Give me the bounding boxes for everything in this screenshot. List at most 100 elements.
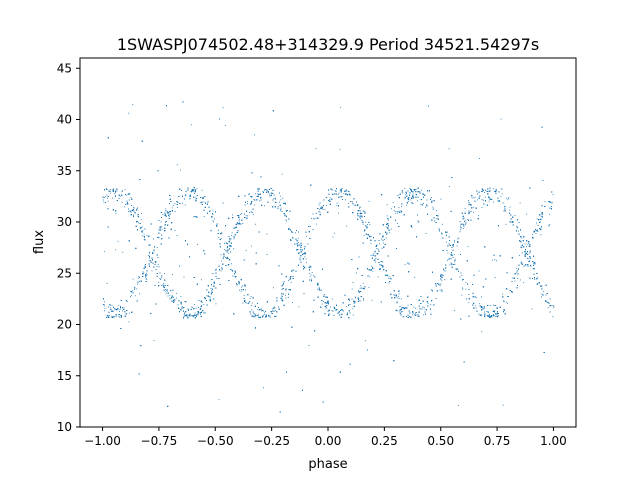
data-point <box>231 263 233 265</box>
data-point <box>516 268 518 269</box>
data-point <box>542 294 544 296</box>
data-point <box>364 340 366 342</box>
data-point <box>252 212 254 213</box>
data-point <box>519 202 521 204</box>
data-point <box>164 289 165 291</box>
data-point <box>190 315 192 317</box>
data-point <box>374 250 376 252</box>
data-point <box>231 235 233 236</box>
data-point <box>280 209 282 210</box>
data-point <box>145 278 147 280</box>
data-point <box>241 212 243 214</box>
data-point <box>464 224 466 225</box>
data-point <box>126 200 128 202</box>
data-point <box>107 200 109 202</box>
data-point <box>528 245 530 247</box>
data-point <box>183 315 185 317</box>
data-point <box>541 296 542 298</box>
data-point <box>516 230 517 231</box>
data-point <box>318 211 320 212</box>
data-point <box>527 265 529 267</box>
data-point <box>497 312 498 314</box>
data-point <box>463 279 464 280</box>
data-point <box>407 315 409 317</box>
data-point <box>415 196 417 198</box>
data-point <box>433 208 435 210</box>
data-point <box>398 207 400 209</box>
data-point <box>323 294 325 295</box>
data-point <box>468 293 470 295</box>
data-point <box>132 104 134 105</box>
data-point <box>359 213 361 215</box>
data-point <box>465 288 467 290</box>
data-point <box>161 285 162 287</box>
data-point <box>273 198 275 200</box>
data-point <box>110 190 111 192</box>
data-point <box>310 225 311 227</box>
data-point <box>359 207 360 209</box>
data-point <box>486 315 488 316</box>
data-point <box>451 210 452 212</box>
data-point <box>168 215 170 217</box>
data-point <box>288 279 289 281</box>
data-point <box>370 254 372 256</box>
data-point <box>377 276 379 278</box>
data-point <box>455 268 457 270</box>
data-point <box>213 283 215 285</box>
data-point <box>130 296 131 298</box>
data-point <box>156 247 158 248</box>
data-point <box>473 211 474 213</box>
data-point <box>263 387 264 389</box>
data-point <box>165 289 166 290</box>
data-point <box>414 313 416 315</box>
data-point <box>113 189 114 191</box>
data-point <box>214 218 215 220</box>
data-point <box>521 261 523 263</box>
data-point <box>467 219 469 221</box>
data-point <box>401 206 402 208</box>
data-point <box>287 296 289 298</box>
data-point <box>524 254 526 256</box>
data-point <box>308 273 310 274</box>
data-point <box>552 194 554 195</box>
data-point <box>484 196 486 198</box>
data-point <box>332 310 334 312</box>
data-point <box>242 285 244 287</box>
data-point <box>327 189 329 191</box>
data-point <box>174 230 176 231</box>
data-point <box>475 307 477 309</box>
data-point <box>146 278 148 280</box>
data-point <box>158 281 160 283</box>
data-point <box>218 399 220 401</box>
data-point <box>309 276 311 278</box>
data-point <box>549 213 550 215</box>
data-point <box>211 290 213 292</box>
data-point <box>292 232 294 234</box>
data-point <box>529 257 531 259</box>
data-point <box>433 304 435 306</box>
data-point <box>107 315 109 317</box>
data-point <box>143 233 145 235</box>
data-point <box>281 299 283 301</box>
data-point <box>196 188 198 190</box>
data-point <box>297 237 299 239</box>
data-point <box>155 262 156 264</box>
data-point <box>218 229 219 231</box>
data-point <box>250 203 251 205</box>
data-point <box>415 307 417 309</box>
data-point <box>521 247 523 249</box>
data-point <box>201 305 203 306</box>
data-point <box>311 218 312 219</box>
data-point <box>473 197 475 199</box>
data-point <box>195 197 197 199</box>
data-point <box>280 195 282 197</box>
data-point <box>239 282 240 284</box>
data-point <box>212 220 214 222</box>
data-point <box>464 208 466 210</box>
data-point <box>540 215 542 217</box>
data-point <box>127 203 129 205</box>
data-point <box>311 278 312 280</box>
data-point <box>494 259 496 260</box>
data-point <box>356 272 357 274</box>
